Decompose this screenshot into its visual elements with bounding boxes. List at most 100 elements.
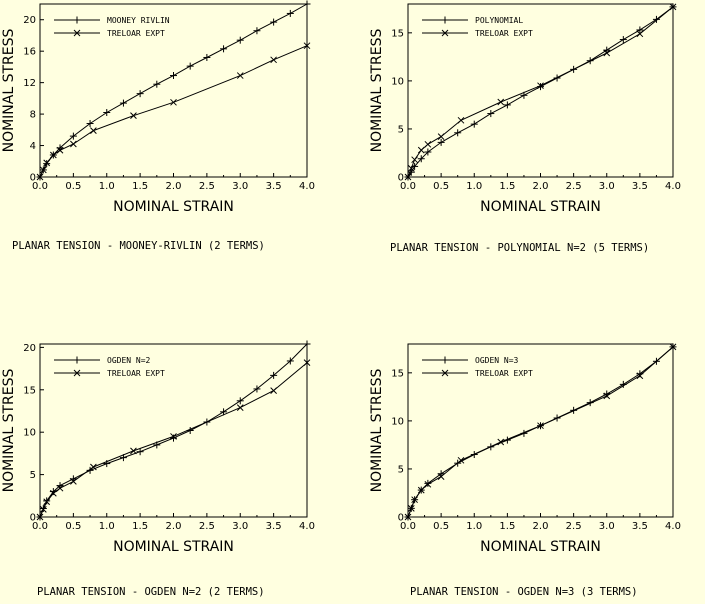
y-tick-label: 5 [398,464,404,475]
data-point-treloar-expt [636,30,644,38]
data-point-polynomial [487,110,495,118]
data-point-polynomial [503,101,511,109]
y-tick-label: 16 [23,47,36,58]
x-tick-label: 2.0 [533,521,549,532]
legend-label: MOONEY RIVLIN [107,16,170,25]
data-point-ogden-n-2 [220,408,228,416]
plot-frame [39,3,308,178]
x-tick-label: 3.5 [632,181,648,192]
data-point-treloar-expt [70,478,77,485]
data-point-treloar-expt [424,480,432,488]
data-point-treloar-expt [270,56,277,64]
data-point-mooney-rivlin [103,109,111,117]
x-tick-label: 0.0 [400,521,416,532]
x-tick-label: 2.5 [566,521,582,532]
data-point-ogden-n-2 [303,340,311,348]
data-point-treloar-expt [537,422,544,430]
x-tick-label: 2.5 [199,521,215,532]
data-point-treloar-expt [497,438,505,446]
data-point-treloar-expt [43,498,51,506]
data-point-treloar-expt [49,151,57,159]
data-point-mooney-rivlin [119,99,127,107]
legend-item-treloar-expt: TRELOAR EXPT [54,29,165,38]
y-tick-label: 10 [391,76,404,87]
x-tick-label: 0.5 [65,181,81,192]
x-tick-label: 0.0 [32,181,48,192]
data-point-mooney-rivlin [220,45,228,53]
data-point-treloar-expt [90,463,97,471]
data-point-treloar-expt [407,164,415,172]
data-point-treloar-expt [56,484,64,492]
data-point-treloar-expt [417,486,425,494]
data-point-ogden-n-2 [286,357,294,365]
x-tick-label: 1.5 [132,521,148,532]
data-point-treloar-expt [130,447,137,455]
data-point-treloar-expt [303,42,311,50]
chart-ogden-n3: 0.0 0.5 1.0 1.5 2.0 2.5 3.0 3.5 4.0 0 5 10 15 NOMINAL… [369,343,681,555]
legend-label: POLYNOMIAL [475,16,523,25]
series-line-treloar-expt [407,6,674,178]
y-tick-label: 15 [391,28,404,39]
data-point-treloar-expt [497,98,505,106]
data-point-treloar-expt [170,433,177,440]
x-tick-label: 0.5 [433,521,449,532]
x-axis-label: NOMINAL STRAIN [113,539,234,555]
y-tick-label: 5 [30,470,36,481]
data-point-treloar-expt [404,173,412,181]
data-point-treloar-expt [43,159,51,167]
data-point-treloar-expt [457,116,465,124]
x-tick-label: 3.0 [232,181,248,192]
data-point-treloar-expt [603,392,611,400]
data-point-mooney-rivlin [303,0,311,8]
data-point-treloar-expt [457,456,465,464]
x-axis-label: NOMINAL STRAIN [113,199,234,215]
data-point-treloar-expt [303,359,311,367]
series-line-ogden-n-3 [407,346,674,518]
data-point-treloar-expt [404,513,412,521]
x-tick-label: 2.0 [166,181,182,192]
y-tick-label: 15 [391,368,404,379]
data-point-treloar-expt [537,82,544,90]
caption-polynomial: PLANAR TENSION - POLYNOMIAL N=2 (5 TERMS… [390,242,650,254]
x-tick-label: 1.5 [499,181,515,192]
x-tick-label: 4.0 [665,521,681,532]
x-tick-label: 2.5 [566,181,582,192]
legend-item-mooney-rivlin: MOONEY RIVLIN [54,16,170,25]
chart-polynomial: 0.0 0.5 1.0 1.5 2.0 2.5 3.0 3.5 4.0 0 5 10 15 NOMINAL… [369,3,681,215]
x-tick-label: 1.5 [499,521,515,532]
data-point-treloar-expt [407,504,415,512]
data-point-treloar-expt [236,72,244,79]
legend-item-ogden-n-3: OGDEN N=3 [422,356,519,365]
data-point-treloar-expt [669,343,677,351]
chart-ogden-n2: 0.0 0.5 1.0 1.5 2.0 2.5 3.0 3.5 4.0 0 5 10 15 20 NOMIN… [1,340,315,555]
y-tick-label: 0 [30,173,36,184]
y-tick-label: 0 [30,513,36,524]
data-point-treloar-expt [36,513,44,521]
data-point-treloar-expt [70,140,77,148]
data-point-mooney-rivlin [253,27,261,35]
data-point-treloar-expt [411,496,418,504]
legend-item-treloar-expt: TRELOAR EXPT [54,369,165,378]
y-axis-label: NOMINAL STRESS [369,29,385,153]
x-tick-label: 1.0 [466,521,482,532]
series-line-treloar-expt [407,346,674,518]
data-point-polynomial [470,120,478,128]
y-tick-label: 0 [398,173,404,184]
x-tick-label: 0.0 [32,521,48,532]
series-line-ogden-n-2 [39,343,308,518]
legend-item-ogden-n-2: OGDEN N=2 [54,356,151,365]
x-tick-label: 1.5 [132,181,148,192]
data-point-polynomial [424,148,432,156]
data-point-treloar-expt [424,140,432,148]
legend-label: TRELOAR EXPT [107,29,165,38]
y-tick-label: 10 [23,428,36,439]
x-tick-label: 0.5 [65,521,81,532]
data-point-treloar-expt [39,166,47,174]
data-point-treloar-expt [36,173,44,181]
caption-ogden-n2: PLANAR TENSION - OGDEN N=2 (2 TERMS) [37,586,265,598]
chart-mooney-rivlin: 0.0 0.5 1.0 1.5 2.0 2.5 3.0 3.5 4.0 0 4 8 12 16 20 NOMI… [1,0,315,215]
x-tick-label: 3.5 [266,521,282,532]
data-point-treloar-expt [39,506,47,513]
x-axis-label: NOMINAL STRAIN [480,199,601,215]
caption-ogden-n3: PLANAR TENSION - OGDEN N=3 (3 TERMS) [410,586,638,598]
